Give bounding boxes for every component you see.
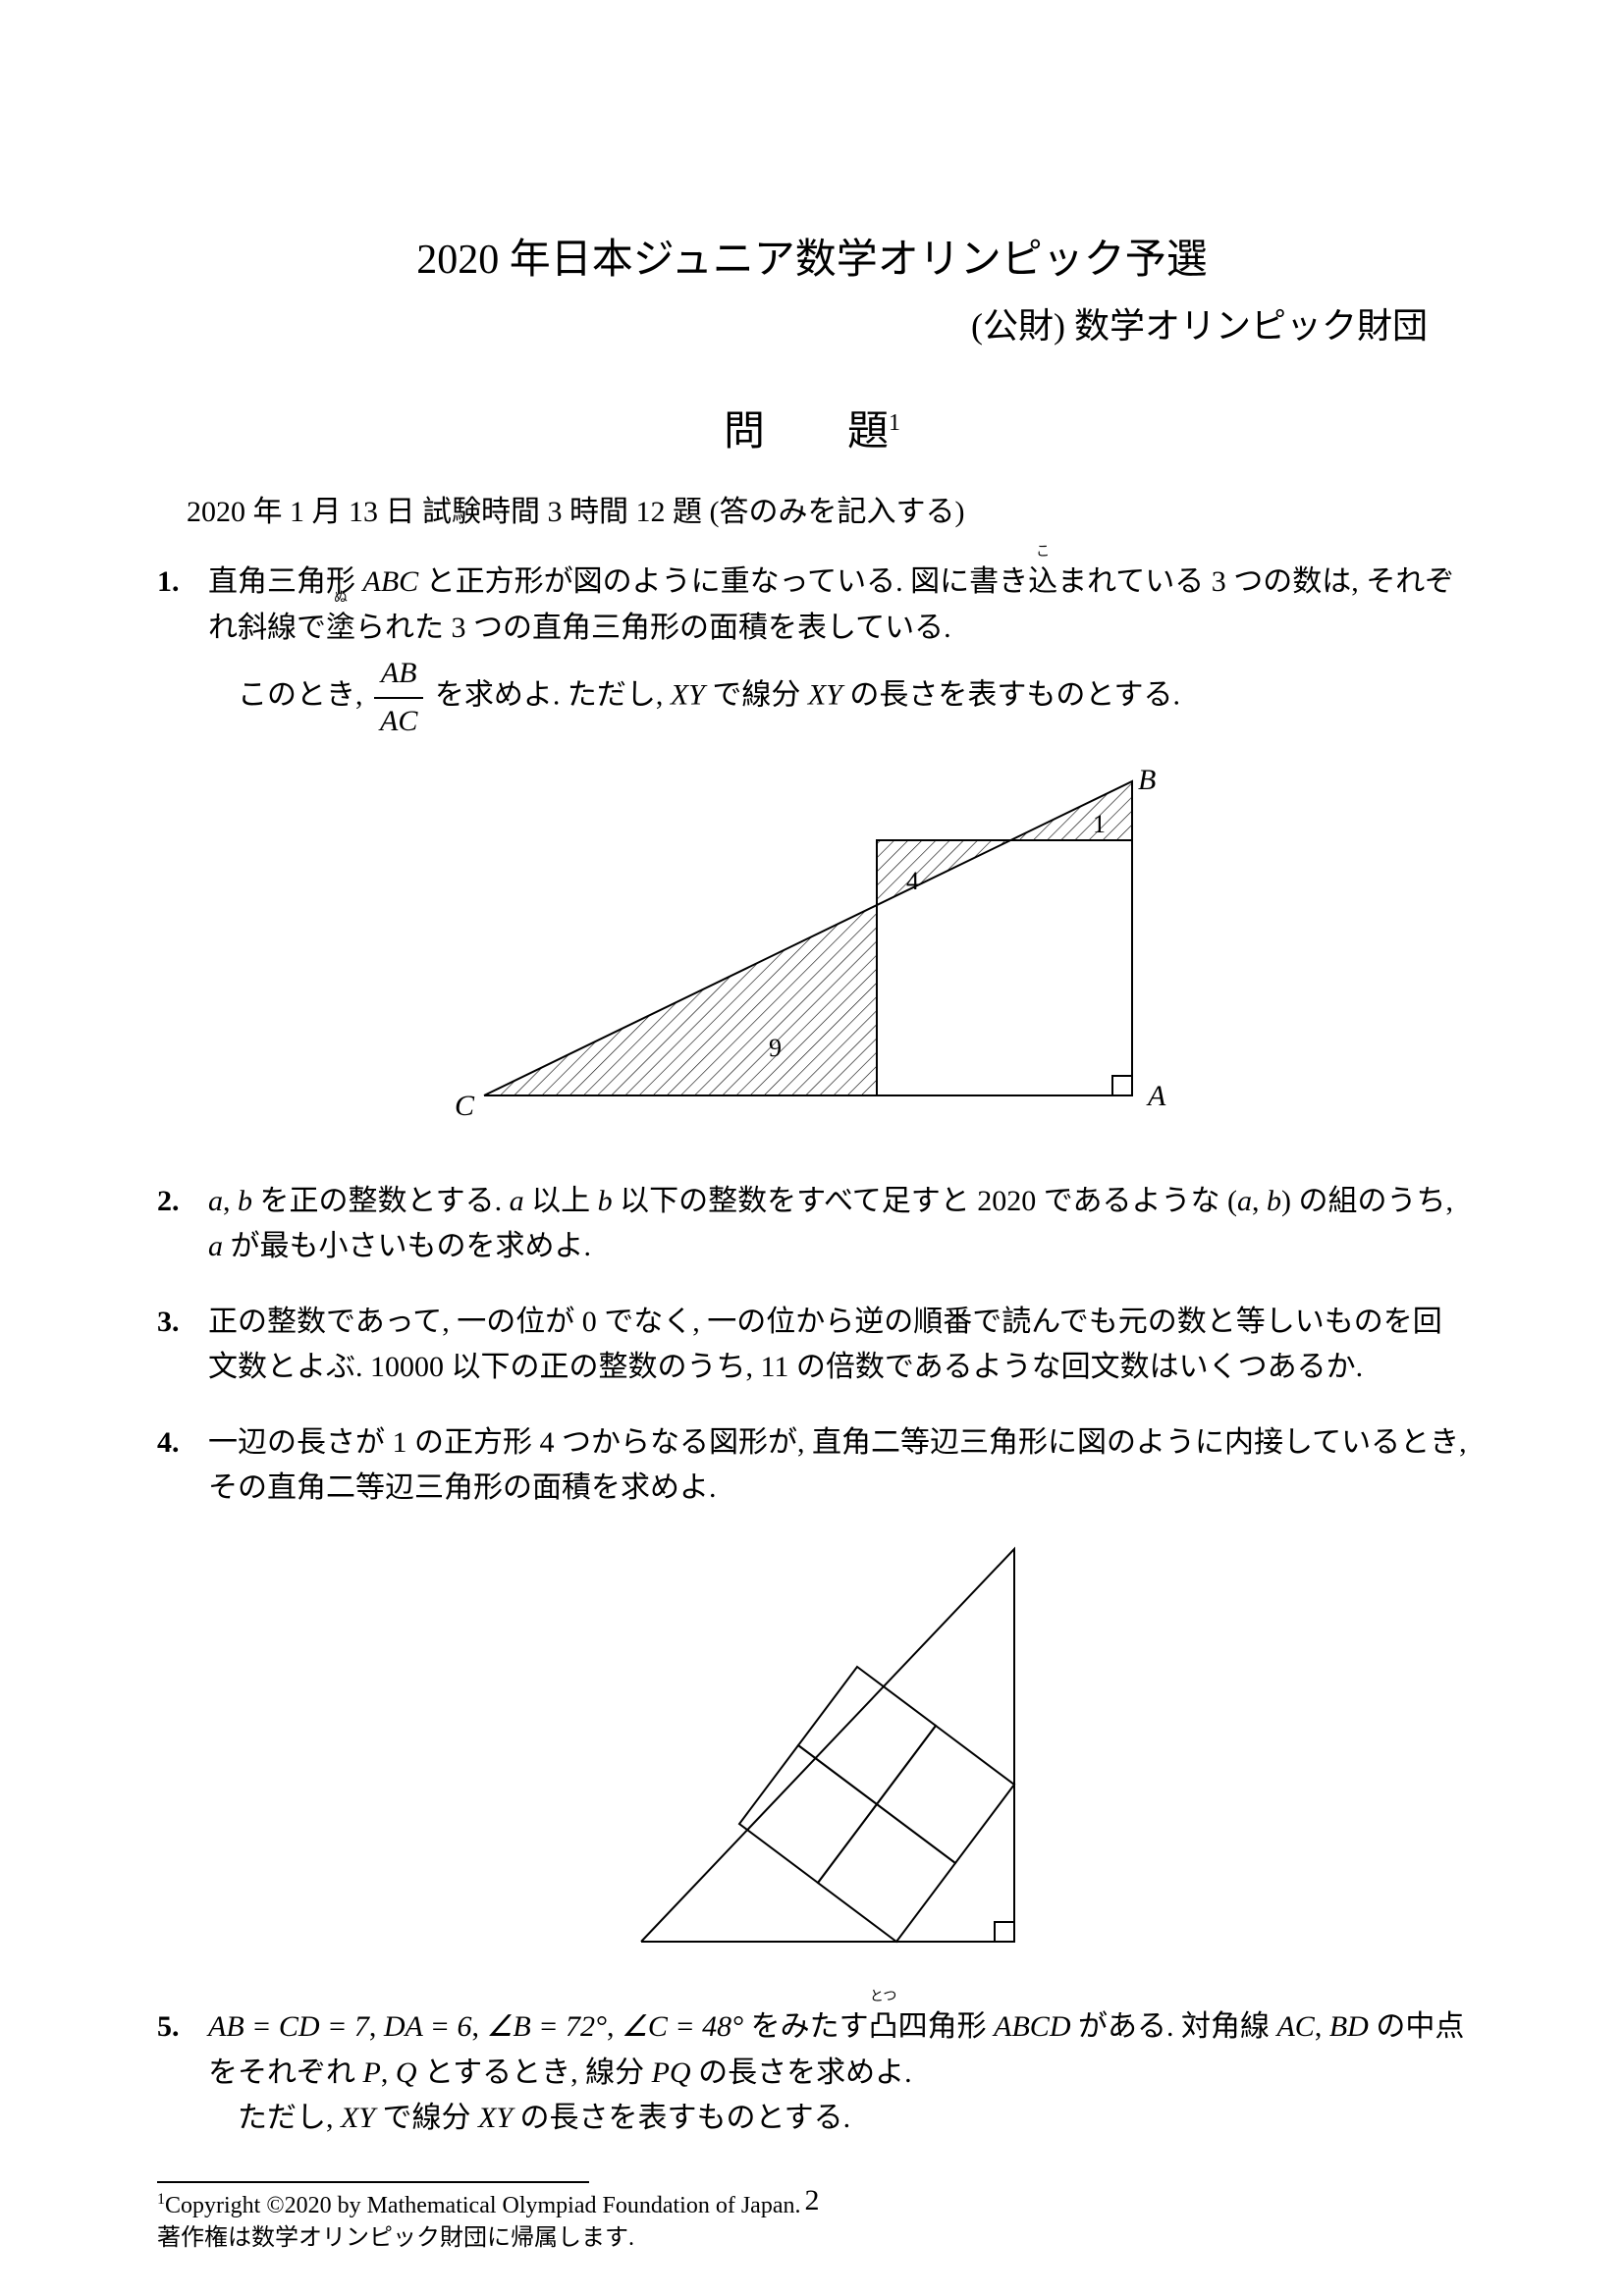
p1-area4: 4 bbox=[906, 867, 919, 895]
p4-figure bbox=[208, 1529, 1467, 1976]
p1-svg: A B C 1 4 9 bbox=[445, 762, 1230, 1135]
p2-text: , bbox=[1252, 1185, 1267, 1217]
dateline: 2020 年 1 月 13 日 試験時間 3 時間 12 題 (答のみを記入する… bbox=[187, 487, 1467, 530]
p5-text: の長さを求めよ. bbox=[691, 2056, 912, 2089]
p1-ABC: ABC bbox=[363, 565, 419, 598]
p1-fraction: ABAC bbox=[374, 651, 423, 744]
p1-frac-den: AC bbox=[374, 699, 423, 745]
section-heading: 問 題1 bbox=[157, 398, 1467, 457]
p5-XY2: XY bbox=[478, 2102, 513, 2134]
p5-text: とするとき, 線分 bbox=[417, 2056, 652, 2089]
p5-XY: XY bbox=[341, 2102, 375, 2134]
p1-text: を求めよ. ただし, bbox=[427, 678, 671, 711]
p1-figure: A B C 1 4 9 bbox=[208, 762, 1467, 1149]
p1-right-angle bbox=[1112, 1076, 1132, 1095]
p5-note: ただし, XY で線分 XY の長さを表すものとする. bbox=[238, 2096, 1467, 2142]
p1-area1: 1 bbox=[1093, 810, 1106, 838]
p5-text: がある. 対角線 bbox=[1070, 2010, 1276, 2043]
p5-note-text: で線分 bbox=[375, 2102, 478, 2134]
problem-list: 直角三角形 ABC と正方形が図のように重なっている. 図に書きこ込まれている … bbox=[157, 560, 1467, 2142]
p1-XY: XY bbox=[671, 678, 705, 711]
p2-a2: a bbox=[510, 1185, 524, 1217]
p5-P: P bbox=[363, 2056, 381, 2089]
page-title: 2020 年日本ジュニア数学オリンピック予選 bbox=[157, 226, 1467, 286]
p1-label-C: C bbox=[455, 1090, 475, 1122]
p5-PQ: PQ bbox=[652, 2056, 691, 2089]
p1-ruby2-base: 塗 bbox=[326, 612, 355, 644]
p5-eq4: ∠C = 48° bbox=[622, 2010, 743, 2043]
p4-text: 一辺の長さが 1 の正方形 4 つからなる図形が, 直角二等辺三角形に図のように… bbox=[208, 1426, 1467, 1505]
p5-text: 四角形 bbox=[898, 2010, 995, 2043]
p1-text: の長さを表すものとする. bbox=[842, 678, 1180, 711]
problem-2: a, b を正の整数とする. a 以上 b 以下の整数をすべて足すと 2020 … bbox=[157, 1179, 1467, 1270]
p5-eq3: ∠B = 72° bbox=[487, 2010, 607, 2043]
p1-ruby1-rt: こ bbox=[1028, 542, 1057, 563]
p3-text: 正の整数であって, 一の位が 0 でなく, 一の位から逆の順番で読んでも元の数と… bbox=[208, 1306, 1442, 1384]
p1-label-A: A bbox=[1146, 1080, 1166, 1112]
p1-text: このとき, bbox=[238, 678, 370, 711]
p5-Q: Q bbox=[396, 2056, 417, 2089]
section-label: 問 題 bbox=[724, 409, 889, 454]
p1-label-B: B bbox=[1138, 764, 1156, 796]
p2-text: ) の組のうち, bbox=[1281, 1185, 1453, 1217]
p1-line2: このとき, ABAC を求めよ. ただし, XY で線分 XY の長さを表すもの… bbox=[238, 651, 1467, 744]
p2-text: 以下の整数をすべて足すと 2020 であるような ( bbox=[613, 1185, 1237, 1217]
p4-svg bbox=[622, 1529, 1054, 1961]
page-subtitle: (公財) 数学オリンピック財団 bbox=[157, 297, 1428, 348]
p1-area9: 9 bbox=[769, 1034, 782, 1062]
p5-note-text: ただし, bbox=[238, 2102, 341, 2134]
p1-text: と正方形が図のように重なっている. 図に書き bbox=[418, 565, 1028, 598]
page-number: 2 bbox=[0, 2184, 1624, 2217]
p1-ruby2: ぬ塗 bbox=[326, 606, 355, 652]
p5-ruby-base: 凸 bbox=[869, 2010, 898, 2043]
p5-AC: AC bbox=[1276, 2010, 1314, 2043]
section-sup: 1 bbox=[889, 410, 900, 436]
p1-ruby1: こ込 bbox=[1028, 560, 1057, 606]
p2-text: , bbox=[223, 1185, 238, 1217]
p2-a3: a bbox=[1237, 1185, 1252, 1217]
footnote-rule bbox=[157, 2181, 589, 2183]
p2-b: b bbox=[238, 1185, 252, 1217]
problem-4: 一辺の長さが 1 の正方形 4 つからなる図形が, 直角二等辺三角形に図のように… bbox=[157, 1420, 1467, 1976]
p5-eq1: AB = CD = 7 bbox=[208, 2010, 369, 2043]
p2-b3: b bbox=[1267, 1185, 1281, 1217]
p5-ABCD: ABCD bbox=[994, 2010, 1070, 2043]
p5-ruby-rt: とつ bbox=[869, 1987, 898, 2008]
p5-BD: BD bbox=[1329, 2010, 1369, 2043]
problem-3: 正の整数であって, 一の位が 0 でなく, 一の位から逆の順番で読んでも元の数と… bbox=[157, 1300, 1467, 1391]
p5-text: をみたす bbox=[743, 2010, 869, 2043]
p4-squares bbox=[739, 1667, 1014, 1942]
p1-text: られた 3 つの直角三角形の面積を表している. bbox=[355, 612, 951, 644]
p5-ruby: とつ凸 bbox=[869, 2004, 898, 2051]
p1-ruby1-base: 込 bbox=[1028, 565, 1057, 598]
p4-triangle bbox=[641, 1549, 1014, 1942]
p2-a4: a bbox=[208, 1230, 223, 1262]
p2-b2: b bbox=[598, 1185, 613, 1217]
p2-text: 以上 bbox=[524, 1185, 598, 1217]
p2-text: を正の整数とする. bbox=[252, 1185, 510, 1217]
p1-XY2: XY bbox=[808, 678, 842, 711]
p1-text: で線分 bbox=[705, 678, 808, 711]
problem-1: 直角三角形 ABC と正方形が図のように重なっている. 図に書きこ込まれている … bbox=[157, 560, 1467, 1149]
p1-frac-num: AB bbox=[374, 651, 423, 699]
p2-text: が最も小さいものを求めよ. bbox=[223, 1230, 591, 1262]
p1-ruby2-rt: ぬ bbox=[326, 588, 355, 610]
p5-note-text: の長さを表すものとする. bbox=[513, 2102, 850, 2134]
footnote-line2: 著作権は数学オリンピック財団に帰属します. bbox=[157, 2225, 634, 2251]
p2-a: a bbox=[208, 1185, 223, 1217]
p5-eq2: DA = 6 bbox=[384, 2010, 472, 2043]
page: 2020 年日本ジュニア数学オリンピック予選 (公財) 数学オリンピック財団 問… bbox=[0, 0, 1624, 2296]
p4-right-angle bbox=[995, 1922, 1014, 1942]
problem-5: AB = CD = 7, DA = 6, ∠B = 72°, ∠C = 48° … bbox=[157, 2004, 1467, 2142]
